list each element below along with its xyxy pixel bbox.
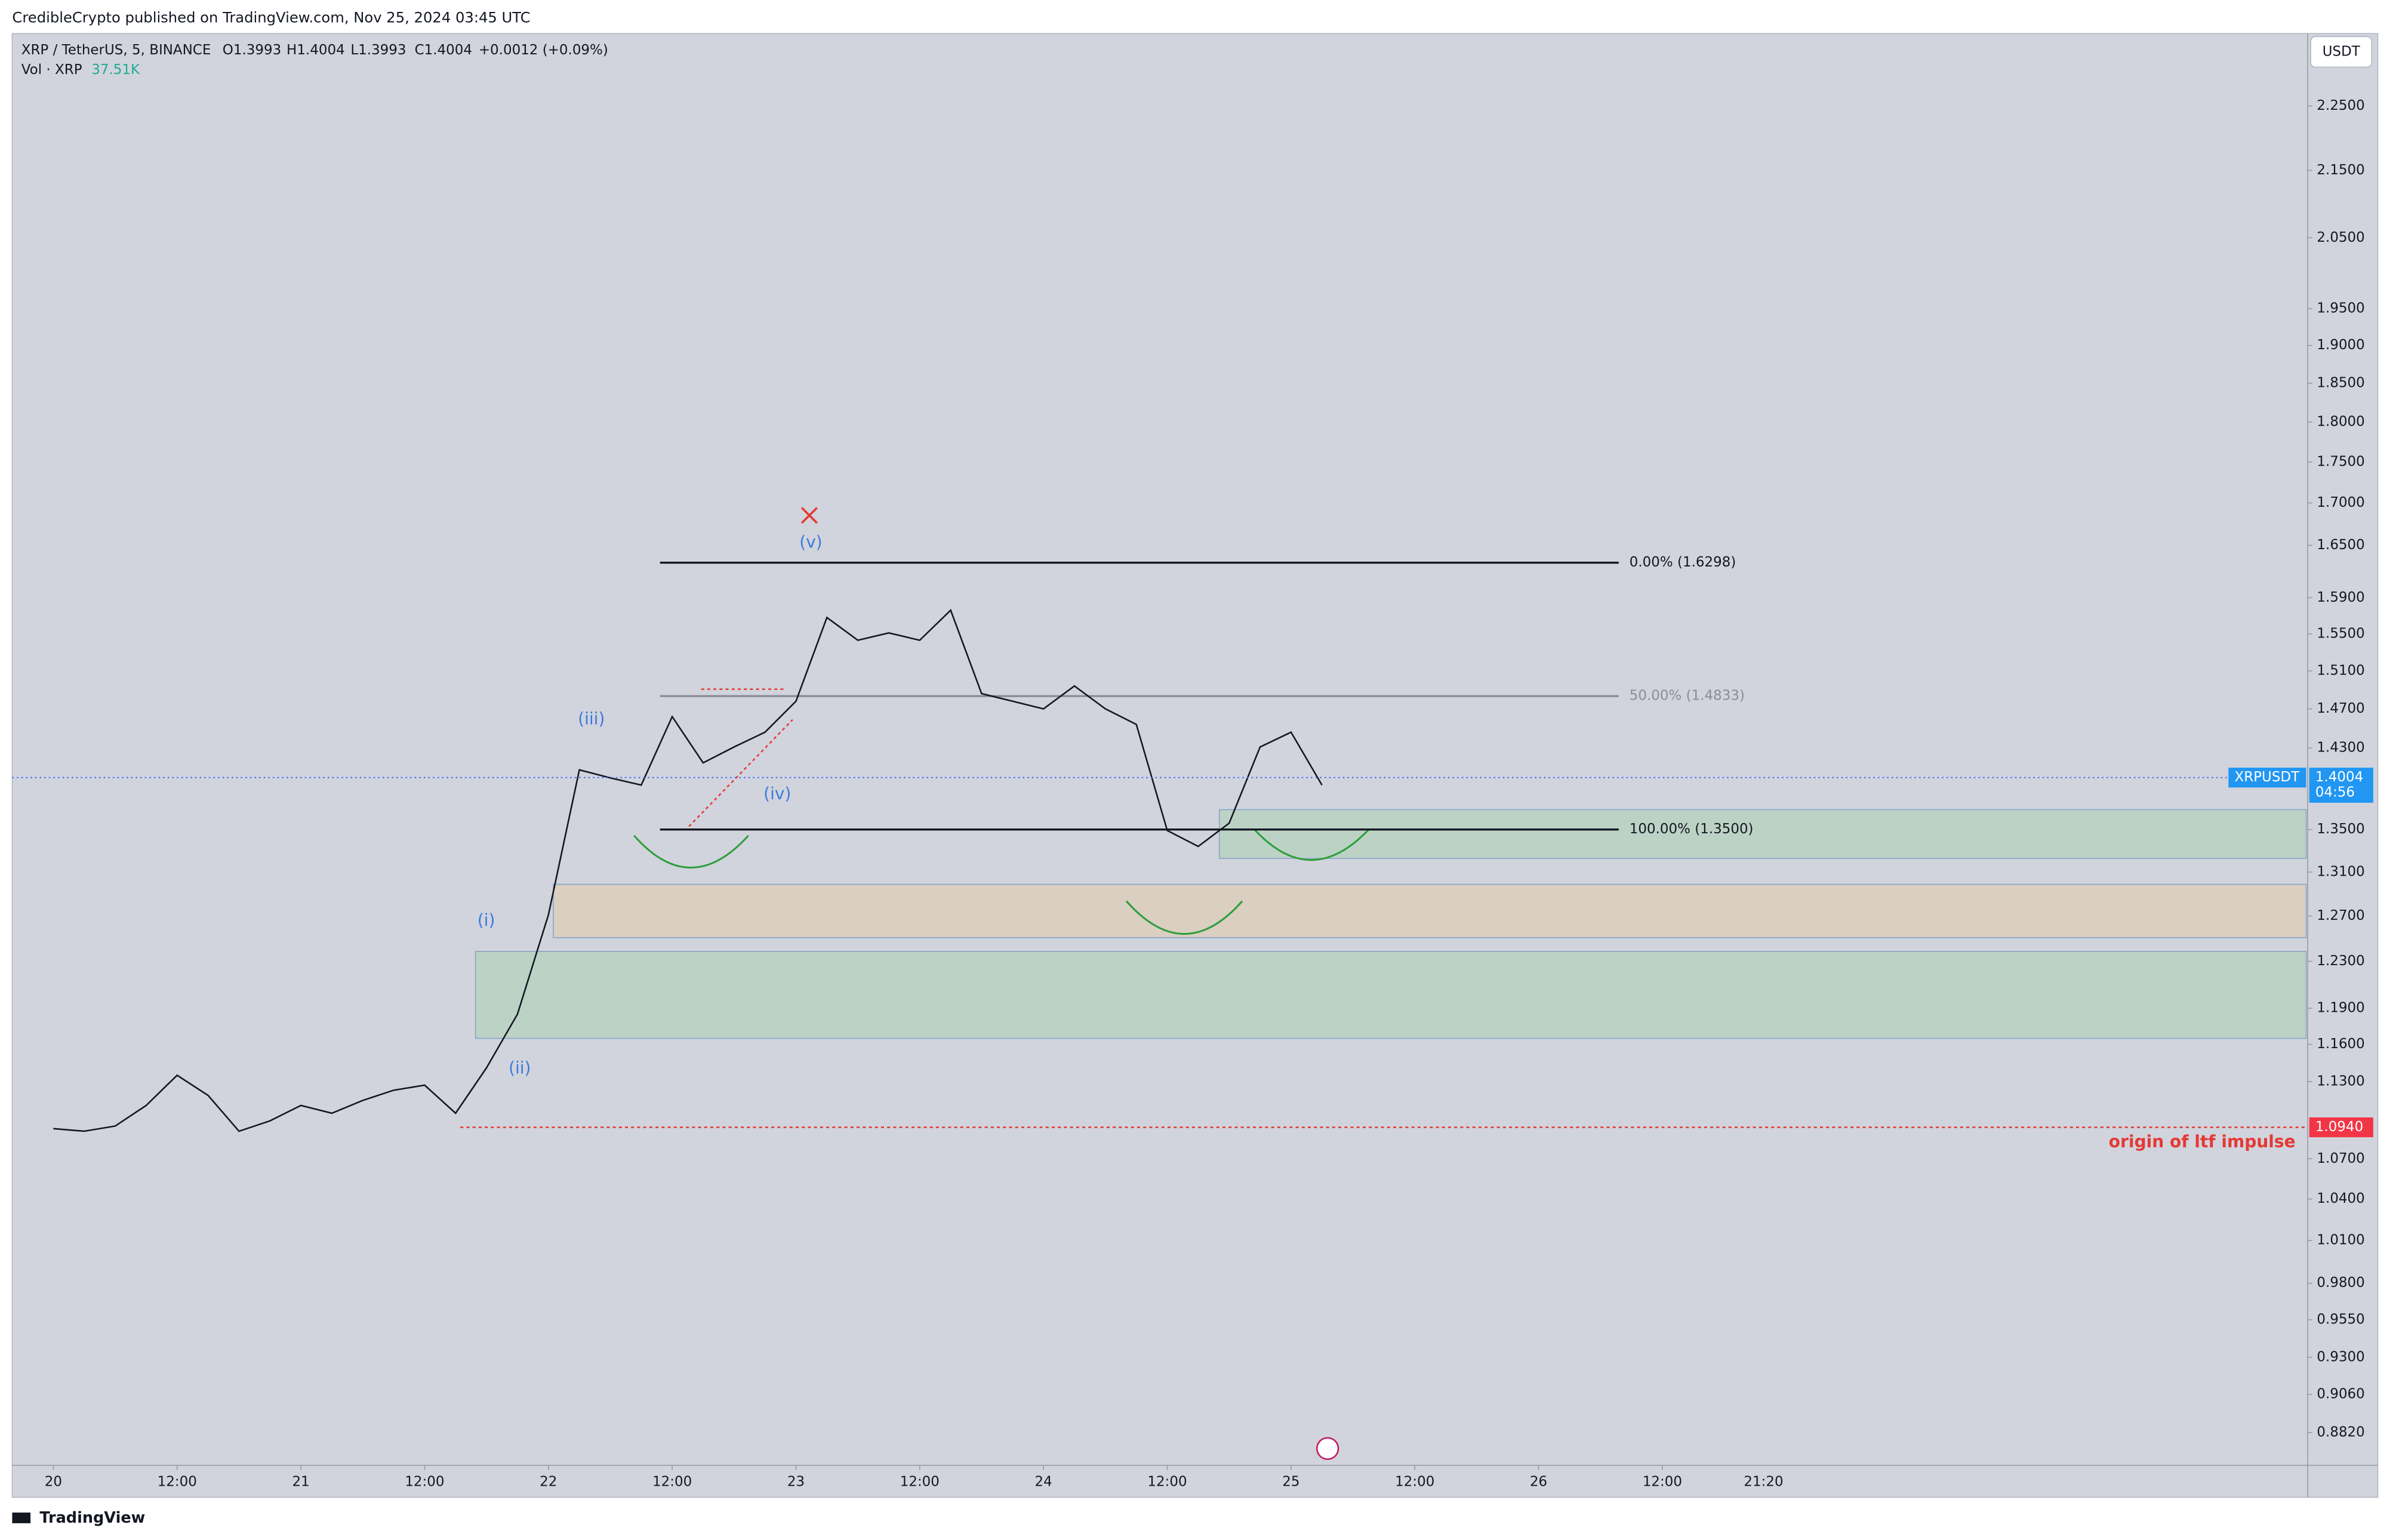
y-tick-label: 1.9000 xyxy=(2317,337,2364,353)
origin-tag-label: 1.0940 xyxy=(2315,1119,2363,1135)
x-tick-label: 22 xyxy=(540,1474,557,1489)
y-tick-label: 0.8820 xyxy=(2317,1424,2364,1440)
chart-pane xyxy=(11,33,2379,1498)
fib-label: 100.00% (1.3500) xyxy=(1630,821,1754,837)
y-tick-label: 1.9500 xyxy=(2317,301,2364,316)
y-tick-label: 1.0400 xyxy=(2317,1191,2364,1206)
wave-label: (v) xyxy=(799,532,823,552)
y-tick-label: 1.2300 xyxy=(2317,953,2364,969)
x-tick-label: 12:00 xyxy=(1643,1474,1682,1489)
ticker-tag xyxy=(2228,768,2306,788)
x-tick-label: 21 xyxy=(292,1474,309,1489)
y-tick-label: 1.0100 xyxy=(2317,1233,2364,1248)
x-tick-label: 25 xyxy=(1282,1474,1299,1489)
y-tick-label: 1.0700 xyxy=(2317,1151,2364,1166)
volume-value: 37.51K xyxy=(91,62,140,78)
x-tick-label: 26 xyxy=(1530,1474,1547,1489)
cross-marker xyxy=(800,507,818,524)
x-tick-label: 23 xyxy=(787,1474,805,1489)
arc xyxy=(633,834,749,869)
y-tick-label: 1.7500 xyxy=(2317,454,2364,469)
low: L1.3993 xyxy=(350,42,406,58)
demand-zone xyxy=(475,951,2307,1039)
publisher: CredibleCrypto published on TradingView.… xyxy=(12,9,530,26)
y-tick-label: 1.5900 xyxy=(2317,590,2364,605)
change: +0.0012 (+0.09%) xyxy=(479,42,608,58)
high: H1.4004 xyxy=(287,42,345,58)
y-tick-label: 1.6500 xyxy=(2317,537,2364,553)
symbol: XRP / TetherUS, 5, BINANCE xyxy=(21,42,211,58)
demand-zone xyxy=(1218,809,2307,860)
fib-label: 50.00% (1.4833) xyxy=(1630,688,1745,704)
y-tick-label: 1.3100 xyxy=(2317,864,2364,880)
origin-tag xyxy=(2309,1117,2373,1138)
x-tick-label: 12:00 xyxy=(158,1474,197,1489)
supply-zone xyxy=(553,883,2307,938)
currency-button[interactable] xyxy=(2310,36,2373,68)
open: O1.3993 xyxy=(223,42,281,58)
y-tick-label: 1.4300 xyxy=(2317,740,2364,756)
x-tick-label: 12:00 xyxy=(900,1474,940,1489)
y-tick-label: 0.9300 xyxy=(2317,1350,2364,1365)
y-tick-label: 1.1600 xyxy=(2317,1036,2364,1052)
triangle-guide xyxy=(688,688,793,827)
y-tick-label: 0.9800 xyxy=(2317,1275,2364,1290)
y-tick-label: 1.7000 xyxy=(2317,495,2364,510)
y-tick-label: 1.4700 xyxy=(2317,701,2364,716)
y-tick-label: 1.5100 xyxy=(2317,663,2364,678)
x-tick-label: 24 xyxy=(1035,1474,1052,1489)
y-tick-label: 1.1300 xyxy=(2317,1073,2364,1089)
logo-mark xyxy=(12,1513,31,1523)
x-tick-label: 12:00 xyxy=(1147,1474,1187,1489)
arc xyxy=(1253,828,1370,861)
y-tick-label: 1.8500 xyxy=(2317,375,2364,390)
wave-label: (i) xyxy=(478,910,495,930)
countdown-label: 04:56 xyxy=(2315,785,2355,800)
y-tick-label: 1.8000 xyxy=(2317,414,2364,430)
currency-label[interactable]: USDT xyxy=(2323,44,2361,59)
wave-label: (ii) xyxy=(509,1058,531,1078)
y-tick-label: 1.2700 xyxy=(2317,908,2364,923)
ticker-tag-label: XRPUSDT xyxy=(2235,769,2300,785)
origin-annotation: origin of ltf impulse xyxy=(2109,1132,2296,1151)
y-tick-label: 1.1900 xyxy=(2317,1000,2364,1016)
x-tick-label: 12:00 xyxy=(652,1474,692,1489)
close: C1.4004 xyxy=(415,42,472,58)
x-tick-label: 12:00 xyxy=(405,1474,444,1489)
price-line xyxy=(53,609,1323,1132)
y-tick-label: 2.2500 xyxy=(2317,98,2364,113)
wave-label: (iv) xyxy=(763,784,791,803)
y-tick-label: 2.1500 xyxy=(2317,162,2364,178)
footer-logo xyxy=(12,1513,31,1523)
arc xyxy=(1125,900,1243,935)
y-tick-label: 1.3500 xyxy=(2317,821,2364,837)
x-tick-label: 20 xyxy=(45,1474,62,1489)
y-tick-label: 0.9550 xyxy=(2317,1312,2364,1328)
y-tick-label: 1.5500 xyxy=(2317,626,2364,641)
price-tag xyxy=(2309,768,2373,803)
wave-label: (iii) xyxy=(578,709,605,729)
footer: TradingView xyxy=(39,1509,145,1527)
y-tick-label: 2.0500 xyxy=(2317,230,2364,245)
event-icon[interactable] xyxy=(1316,1437,1339,1460)
volume-label: Vol · XRP xyxy=(21,62,82,78)
price-tag-label: 1.4004 xyxy=(2315,769,2363,785)
x-tick-label: 12:00 xyxy=(1395,1474,1434,1489)
fib-label: 0.00% (1.6298) xyxy=(1630,555,1736,570)
y-tick-label: 0.9060 xyxy=(2317,1387,2364,1402)
cursor-time: 21:20 xyxy=(1744,1474,1783,1489)
